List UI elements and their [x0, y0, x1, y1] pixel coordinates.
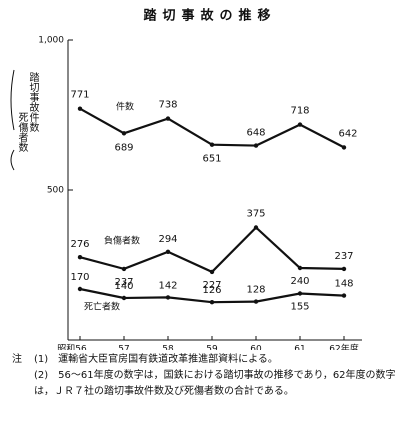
- point: [77, 255, 83, 260]
- data-label: 689: [114, 142, 133, 153]
- x-tick-label: 58: [162, 345, 174, 351]
- data-label: 170: [70, 272, 89, 283]
- series-name: 件数: [116, 101, 134, 113]
- x-tick-label: 60: [250, 345, 262, 351]
- paren: [10, 69, 15, 131]
- point: [297, 122, 303, 127]
- y-label: 踏切事故件数: [27, 72, 38, 132]
- data-label: 237: [334, 251, 353, 262]
- data-label: 227: [202, 280, 221, 291]
- data-label: 240: [290, 276, 309, 287]
- data-label: 651: [202, 154, 221, 165]
- y-tick-label: 500: [47, 186, 64, 196]
- point: [209, 142, 215, 147]
- chart-title: 踏切事故の推移: [143, 8, 276, 24]
- point: [341, 293, 347, 298]
- point: [253, 299, 259, 304]
- data-label: 294: [158, 234, 177, 245]
- point: [165, 295, 171, 300]
- note: (2) 56～61年度の数字は，国鉄における踏切事故の推移であり，62年度の数字…: [34, 370, 396, 397]
- point: [297, 291, 303, 296]
- data-label: 375: [246, 209, 265, 220]
- point: [165, 116, 171, 121]
- data-label: 648: [246, 128, 265, 139]
- x-tick-label: 61: [294, 345, 305, 351]
- point: [209, 269, 215, 275]
- data-label: 128: [246, 285, 265, 296]
- paren: [10, 149, 15, 171]
- point: [77, 106, 83, 111]
- series-name: 負傷者数: [104, 235, 140, 247]
- point: [209, 300, 215, 305]
- point: [341, 145, 347, 150]
- data-label: 126: [202, 285, 221, 296]
- data-label: 142: [158, 280, 177, 291]
- y-tick-label: 1,000: [38, 36, 64, 46]
- note-marker: 注: [12, 354, 22, 365]
- x-tick-label: 62年度: [329, 343, 358, 351]
- x-tick-label: 昭和56: [57, 344, 87, 351]
- data-label: 718: [290, 106, 309, 117]
- data-label: 148: [334, 279, 353, 290]
- series-line: [79, 225, 345, 274]
- data-label: 738: [158, 100, 177, 111]
- point: [165, 249, 171, 254]
- point: [121, 131, 127, 136]
- x-tick-label: 57: [118, 345, 129, 351]
- y-label: 死傷者数: [16, 112, 27, 152]
- point: [77, 286, 83, 292]
- data-label: 771: [70, 90, 89, 101]
- data-label: 155: [290, 302, 309, 313]
- notes: 注 (1) 運輸省大臣官房国有鉄道改革推進部資料による。 (2) 56～61年度…: [12, 352, 408, 400]
- point: [341, 266, 347, 272]
- data-label: 237: [114, 277, 133, 288]
- point: [121, 266, 127, 272]
- data-label: 140: [114, 281, 133, 292]
- note: (1) 運輸省大臣官房国有鉄道改革推進部資料による。: [34, 354, 278, 365]
- point: [253, 225, 259, 230]
- series-name: 死亡者数: [84, 301, 120, 313]
- point: [253, 143, 259, 148]
- chart: 踏切事故の推移 500 1,000 昭和56 57 58 59 60 61 62年度 771 689…: [10, 8, 362, 351]
- data-label: 642: [338, 128, 357, 139]
- point: [297, 265, 303, 271]
- x-tick-label: 59: [206, 345, 218, 351]
- point: [121, 295, 127, 301]
- data-label: 276: [70, 239, 89, 250]
